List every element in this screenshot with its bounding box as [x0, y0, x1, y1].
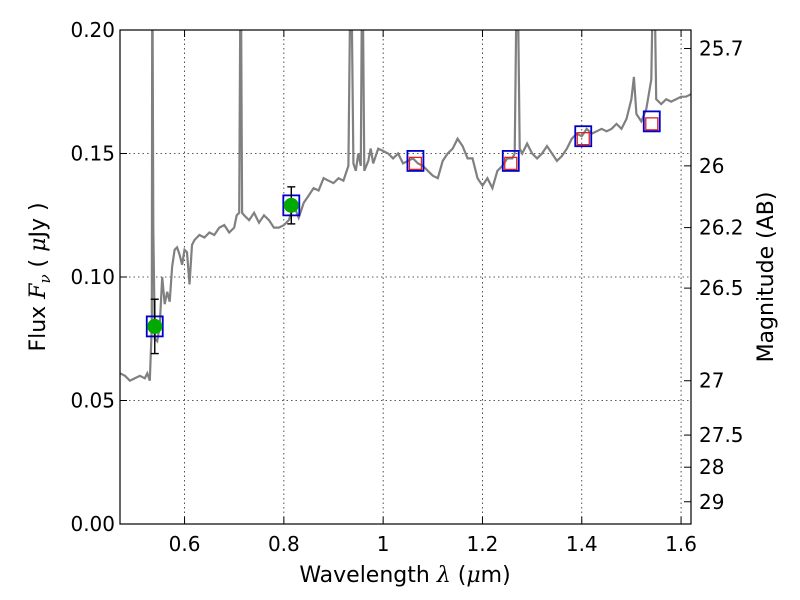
x-tick-label: 1.6: [665, 532, 697, 556]
marker-layer: [145, 110, 661, 355]
y-axis-label: Flux Fν ( μJy ): [26, 202, 54, 351]
y-axis-symbol: F: [26, 283, 51, 300]
predicted-point: [645, 117, 659, 131]
x-tick-label: 1.4: [566, 532, 598, 556]
y2-axis-label: Magnitude (AB): [754, 192, 779, 363]
observed-point: [283, 197, 299, 213]
grid-layer: [120, 30, 691, 524]
mag-tick-label: 26.2: [699, 216, 744, 240]
y-tick-label: 0.20: [70, 18, 115, 42]
mag-tick-label: 27.5: [699, 423, 744, 447]
mag-tick-label: 28: [699, 455, 724, 479]
mag-tick-label: 29: [699, 490, 724, 514]
y-tick-label: 0.00: [70, 512, 115, 536]
y-tick-label: 0.15: [70, 142, 115, 166]
x-tick-label: 0.6: [169, 532, 201, 556]
predicted-point: [576, 132, 590, 146]
predicted-point: [408, 156, 423, 171]
mag-tick-label: 26.5: [699, 276, 744, 300]
spectrum-line: [120, 30, 691, 383]
tick-layer: 0.6 0.8 1 1.2 1.4 1.6 0.00 0.05 0.10 0.15 0.20 25.7…: [70, 18, 743, 556]
model-photometry-box: [501, 150, 520, 172]
x-tick-label: 0.8: [268, 532, 300, 556]
x-axis-symbol: λ: [436, 563, 451, 588]
mag-tick-label: 27: [699, 369, 724, 393]
model-photometry-box: [574, 125, 593, 148]
x-tick-label: 1: [377, 532, 390, 556]
mag-tick-label: 26: [699, 154, 724, 178]
mag-tick-label: 25.7: [699, 37, 744, 61]
y-tick-label: 0.05: [70, 389, 115, 413]
x-axis-label: Wavelength λ (μm): [299, 563, 510, 588]
observed-point: [147, 318, 163, 334]
model-photometry-box: [642, 110, 661, 133]
model-photometry-box: [406, 150, 425, 172]
predicted-point: [504, 156, 518, 171]
x-tick-label: 1.2: [467, 532, 499, 556]
y-tick-label: 0.10: [70, 265, 115, 289]
